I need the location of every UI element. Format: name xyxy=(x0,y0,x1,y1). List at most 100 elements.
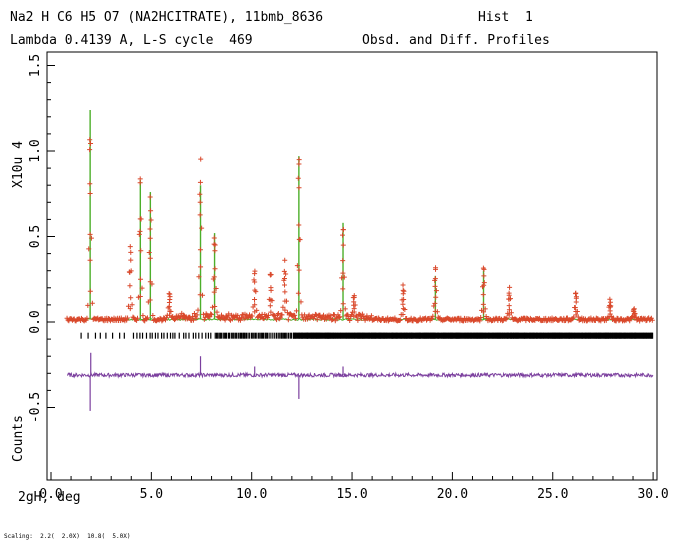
observed-point xyxy=(87,191,93,197)
observed-point xyxy=(296,236,302,242)
observed-point xyxy=(86,246,92,252)
observed-point xyxy=(226,311,232,317)
observed-point xyxy=(197,292,203,298)
observed-point xyxy=(480,301,486,307)
observed-point xyxy=(212,242,218,248)
profiles-label: Obsd. and Diff. Profiles xyxy=(362,33,550,48)
observed-point xyxy=(235,313,241,319)
observed-point xyxy=(167,308,173,314)
observed-point xyxy=(87,257,93,263)
observed-point xyxy=(148,217,154,223)
observed-point xyxy=(282,307,288,313)
observed-point xyxy=(87,137,93,143)
observed-point xyxy=(607,296,613,302)
observed-point xyxy=(128,257,134,263)
observed-point xyxy=(194,312,200,318)
observed-point xyxy=(237,317,243,323)
y-tick-label: 1.0 xyxy=(28,139,43,162)
observed-point xyxy=(268,285,274,291)
y-axis-label-counts: Counts xyxy=(11,415,26,462)
x-tick-label: 20.0 xyxy=(437,487,468,502)
observed-point xyxy=(274,317,280,323)
observed-point xyxy=(631,307,637,313)
observed-point xyxy=(329,317,335,323)
observed-point xyxy=(272,313,278,319)
x-tick-label: 5.0 xyxy=(140,487,163,502)
x-axis-label: 2gH, deg xyxy=(18,490,81,505)
observed-point xyxy=(135,315,141,321)
observed-point xyxy=(139,285,145,291)
observed-point xyxy=(218,312,224,318)
observed-point xyxy=(144,316,150,322)
x-tick-label: 25.0 xyxy=(537,487,568,502)
observed-point xyxy=(481,282,487,288)
x-tick-label: 15.0 xyxy=(336,487,367,502)
observed-point xyxy=(197,212,203,218)
observed-point xyxy=(275,310,281,316)
observed-point xyxy=(147,194,153,200)
observed-point xyxy=(166,304,172,310)
observed-point xyxy=(88,235,94,241)
observed-point xyxy=(330,316,336,322)
observed-point xyxy=(280,304,286,310)
chart-title-line1: Na2 H C6 H5 O7 (NA2HCITRATE), 11bmb_8636 xyxy=(10,10,324,25)
observed-point xyxy=(282,298,288,304)
observed-point xyxy=(198,264,204,270)
observed-point xyxy=(172,317,178,323)
observed-point xyxy=(400,306,406,312)
observed-point xyxy=(252,309,258,315)
observed-point xyxy=(214,309,220,315)
observed-point xyxy=(400,287,406,293)
observed-point xyxy=(167,291,173,297)
observed-point xyxy=(281,268,287,274)
observed-point xyxy=(252,287,258,293)
observed-point xyxy=(401,297,407,303)
observed-point xyxy=(212,248,218,254)
observed-point xyxy=(277,315,283,321)
observed-point xyxy=(128,249,134,255)
observed-point xyxy=(432,276,438,282)
observed-point xyxy=(190,317,196,323)
observed-point xyxy=(269,298,275,304)
observed-point xyxy=(195,307,201,313)
observed-point xyxy=(136,231,142,237)
observed-point xyxy=(267,272,273,278)
observed-point xyxy=(140,313,146,319)
observed-point xyxy=(506,312,512,318)
observed-point xyxy=(604,315,610,321)
observed-point xyxy=(167,297,173,303)
observed-point xyxy=(340,301,346,307)
observed-point xyxy=(197,191,203,197)
observed-point xyxy=(197,247,203,253)
observed-point xyxy=(400,282,406,288)
observed-point xyxy=(328,313,334,319)
observed-point xyxy=(296,222,302,228)
observed-point xyxy=(198,156,204,162)
observed-point xyxy=(340,242,346,248)
y-axis-label-scale: X10u 4 xyxy=(11,141,26,188)
observed-point xyxy=(187,314,193,320)
observed-point xyxy=(573,308,579,314)
observed-point xyxy=(146,250,152,256)
observed-point xyxy=(127,269,133,275)
observed-point xyxy=(147,235,153,241)
observed-point xyxy=(200,292,206,298)
observed-point xyxy=(506,303,512,309)
observed-point xyxy=(397,317,403,323)
observed-point xyxy=(87,231,93,237)
observed-point xyxy=(88,141,94,147)
observed-point xyxy=(292,312,298,318)
observed-point xyxy=(367,316,373,322)
observed-point xyxy=(342,306,348,312)
observed-point xyxy=(478,315,484,321)
observed-point xyxy=(571,314,577,320)
histogram-label: Hist 1 xyxy=(478,10,533,25)
observed-point xyxy=(85,302,91,308)
observed-point xyxy=(296,157,302,163)
observed-point xyxy=(359,311,365,317)
observed-point xyxy=(191,310,197,316)
reflection-tick-marks xyxy=(80,332,654,339)
x-tick-label: 30.0 xyxy=(637,487,668,502)
observed-point xyxy=(127,306,133,312)
